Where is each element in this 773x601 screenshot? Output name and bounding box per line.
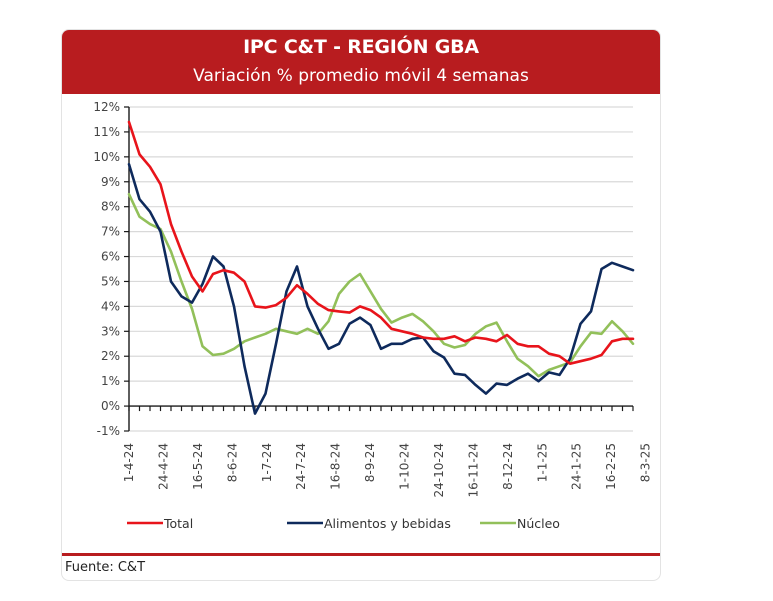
legend-item: Total [127, 516, 193, 531]
x-tick-label: 8-12-24 [501, 443, 515, 490]
y-tick-label: 7% [101, 225, 120, 239]
y-tick-label: 4% [101, 299, 120, 313]
footer-divider [62, 553, 660, 556]
y-tick-label: 2% [101, 349, 120, 363]
y-tick-label: 5% [101, 274, 120, 288]
x-tick-label: 24-4-24 [156, 443, 170, 490]
x-tick-label: 24-7-24 [294, 443, 308, 490]
y-tick-label: 9% [101, 175, 120, 189]
x-tick-label: 8-6-24 [225, 443, 239, 482]
x-tick-label: 1-4-24 [122, 443, 136, 482]
y-tick-labels: -1% 0% 1% 2% 3% 4% 5% 6% 7% 8% 9% 10% 11% 12% [93, 100, 120, 438]
x-tick-label: 16-2-25 [604, 443, 618, 490]
series-line-total [127, 120, 635, 366]
y-tick-label: -1% [97, 424, 120, 438]
legend-item: Alimentos y bebidas [287, 516, 451, 531]
x-tick-label: 1-7-24 [260, 443, 274, 482]
legend-label: Núcleo [517, 516, 560, 531]
x-tick-label: 8-3-25 [639, 443, 653, 482]
y-tick-label: 1% [101, 374, 120, 388]
x-tick-label: 1-1-25 [535, 443, 549, 482]
y-tick-label: 3% [101, 324, 120, 338]
legend-item: Núcleo [480, 516, 560, 531]
x-tick-label: 16-5-24 [191, 443, 205, 490]
chart-card: IPC C&T - REGIÓN GBA Variación % promedi… [61, 29, 661, 581]
x-tick-label: 16-11-24 [466, 443, 480, 497]
y-tick-label: 6% [101, 250, 120, 264]
legend-label: Alimentos y bebidas [324, 516, 451, 531]
legend-label: Total [163, 516, 193, 531]
y-tick-label: 10% [93, 150, 120, 164]
source-note: Fuente: C&T [65, 560, 146, 575]
gridlines [129, 106, 633, 432]
x-tick-label: 8-9-24 [363, 443, 377, 482]
x-tick-label: 1-10-24 [398, 443, 412, 490]
y-tick-label: 12% [93, 100, 120, 114]
chart-title: IPC C&T - REGIÓN GBA [243, 36, 479, 58]
series-line-n-cleo [127, 192, 635, 378]
chart-subtitle: Variación % promedio móvil 4 semanas [193, 66, 529, 86]
x-tick-label: 24-1-25 [570, 443, 584, 490]
line-chart: -1% 0% 1% 2% 3% 4% 5% 6% 7% 8% 9% 10% 11% 12% 1-4-24 2… [93, 100, 653, 531]
y-tick-label: 8% [101, 200, 120, 214]
x-tick-label: 24-10-24 [432, 443, 446, 497]
series-lines [127, 120, 635, 415]
axes [124, 106, 634, 432]
series-line-alimentos-y-bebidas [127, 163, 635, 415]
legend: Total Alimentos y bebidas Núcleo [127, 516, 560, 531]
chart-header: IPC C&T - REGIÓN GBA Variación % promedi… [62, 30, 660, 94]
x-tick-label: 16-8-24 [329, 443, 343, 490]
y-tick-label: 0% [101, 399, 120, 413]
x-tick-labels: 1-4-24 24-4-24 16-5-24 8-6-24 1-7-24 24-7-24 1… [122, 443, 653, 497]
y-tick-label: 11% [93, 125, 120, 139]
